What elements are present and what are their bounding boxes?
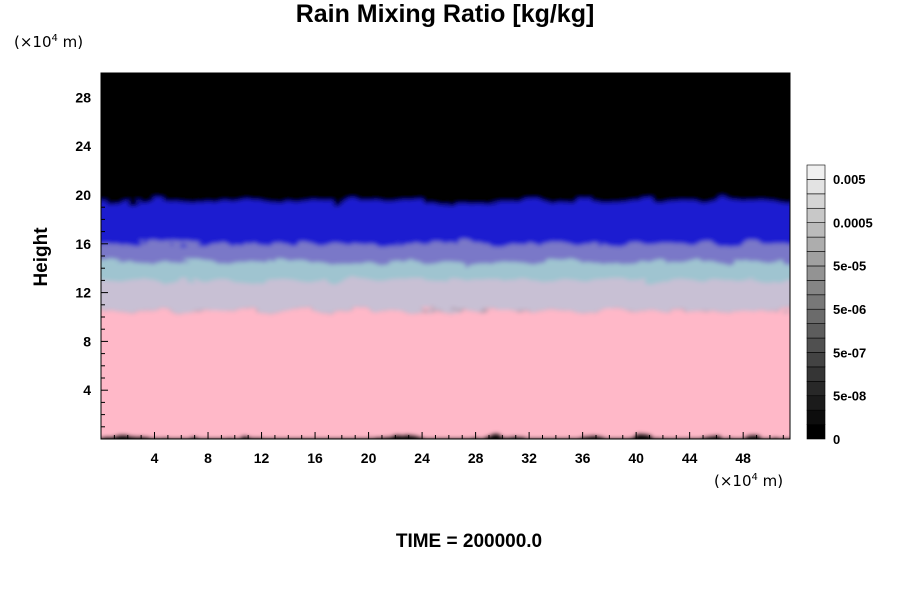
x-tick-label: 40	[628, 450, 644, 466]
field-turbulent-bands	[101, 73, 790, 439]
colorbar-level	[806, 352, 826, 368]
field-layer-mixed	[101, 280, 790, 311]
colorbar-level	[806, 222, 826, 238]
colorbar-level	[806, 337, 826, 353]
colorbar-level	[806, 409, 826, 425]
colorbar-label: 5e-05	[833, 259, 866, 274]
x-tick-label: 44	[682, 450, 698, 466]
colorbar-level	[806, 164, 826, 180]
colorbar-level	[806, 323, 826, 339]
x-unit-prefix: (×10	[714, 472, 752, 490]
y-tick-label: 4	[83, 382, 91, 398]
time-label: TIME = 200000.0	[395, 531, 543, 552]
colorbar-level	[806, 265, 826, 281]
field-layer-top	[101, 73, 790, 202]
colorbar-label: 0	[833, 432, 840, 447]
y-tick-label: 24	[75, 138, 91, 154]
x-unit-suffix: m)	[757, 472, 784, 490]
y-tick-label: 20	[75, 187, 91, 203]
colorbar-level	[806, 193, 826, 209]
x-tick-label: 4	[151, 450, 159, 466]
x-tick-label: 12	[254, 450, 270, 466]
x-tick-label: 24	[414, 450, 430, 466]
y-tick-label: 28	[75, 89, 91, 105]
y-unit-prefix: (×10	[14, 33, 52, 51]
colorbar-level	[806, 207, 826, 223]
colorbar-label: 5e-08	[833, 389, 866, 404]
chart-title: Rain Mixing Ratio [kg/kg]	[295, 0, 595, 28]
colorbar-label: 0.005	[833, 172, 866, 187]
x-tick-label: 20	[361, 450, 377, 466]
colorbar-level	[806, 424, 826, 440]
x-tick-label: 28	[468, 450, 484, 466]
colorbar-level	[806, 280, 826, 296]
x-tick-label: 32	[521, 450, 537, 466]
y-unit-suffix: m)	[57, 33, 84, 51]
colorbar-label: 0.0005	[833, 215, 873, 230]
colorbar-level	[806, 179, 826, 195]
x-axis-unit: (×104 m)	[714, 472, 783, 490]
field-layer-low	[101, 310, 790, 439]
y-axis-unit: (×104 m)	[14, 33, 83, 51]
field-layers	[101, 73, 790, 439]
x-tick-label: 16	[307, 450, 323, 466]
colorbar-level	[806, 381, 826, 397]
colorbar-level	[806, 236, 826, 252]
x-tick-label: 48	[735, 450, 751, 466]
y-tick-label: 12	[75, 285, 91, 301]
y-unit-exponent: 4	[51, 33, 58, 44]
x-tick-label: 36	[575, 450, 591, 466]
colorbar-level	[806, 366, 826, 382]
y-tick-label: 8	[83, 333, 91, 349]
colorbar-level	[806, 251, 826, 267]
colorbar-levels: 0.005 0.0005 5e-05 5e-06 5e-07 5e-08 0	[806, 164, 873, 447]
y-tick-label: 16	[75, 236, 91, 252]
colorbar-level	[806, 294, 826, 310]
x-tick-label: 8	[204, 450, 212, 466]
colorbar-level	[806, 308, 826, 324]
colorbar-label: 5e-07	[833, 345, 866, 360]
x-unit-exponent: 4	[751, 472, 758, 483]
colorbar-level	[806, 395, 826, 411]
field-layer-blue	[101, 201, 790, 250]
colorbar-label: 5e-06	[833, 302, 866, 317]
